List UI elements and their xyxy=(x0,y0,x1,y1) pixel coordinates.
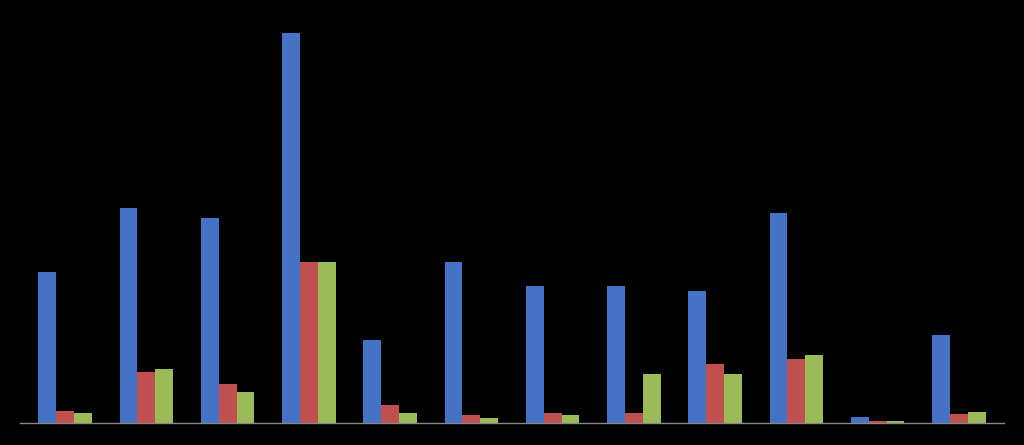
Bar xyxy=(137,372,156,423)
Bar xyxy=(887,421,904,423)
Bar xyxy=(724,374,742,423)
Bar xyxy=(156,369,173,423)
Bar xyxy=(525,286,544,423)
Bar xyxy=(282,33,300,423)
Bar xyxy=(300,262,317,423)
Bar xyxy=(851,417,868,423)
Bar xyxy=(317,262,336,423)
Bar xyxy=(707,364,724,423)
Bar xyxy=(932,335,950,423)
Bar xyxy=(219,384,237,423)
Bar xyxy=(950,414,968,423)
Bar xyxy=(770,213,787,423)
Bar xyxy=(120,208,137,423)
Bar xyxy=(399,413,417,423)
Bar xyxy=(463,415,480,423)
Bar xyxy=(607,286,625,423)
Bar xyxy=(38,271,56,423)
Bar xyxy=(561,415,580,423)
Bar xyxy=(968,412,986,423)
Bar xyxy=(805,355,823,423)
Bar xyxy=(364,340,381,423)
Bar xyxy=(787,360,805,423)
Bar xyxy=(74,413,92,423)
Bar xyxy=(56,411,74,423)
Bar xyxy=(625,413,643,423)
Bar xyxy=(381,405,399,423)
Bar xyxy=(237,392,254,423)
Bar xyxy=(868,421,887,423)
Bar xyxy=(444,262,463,423)
Bar xyxy=(688,291,707,423)
Bar xyxy=(544,413,561,423)
Bar xyxy=(480,418,499,423)
Bar xyxy=(643,374,660,423)
Bar xyxy=(201,218,219,423)
